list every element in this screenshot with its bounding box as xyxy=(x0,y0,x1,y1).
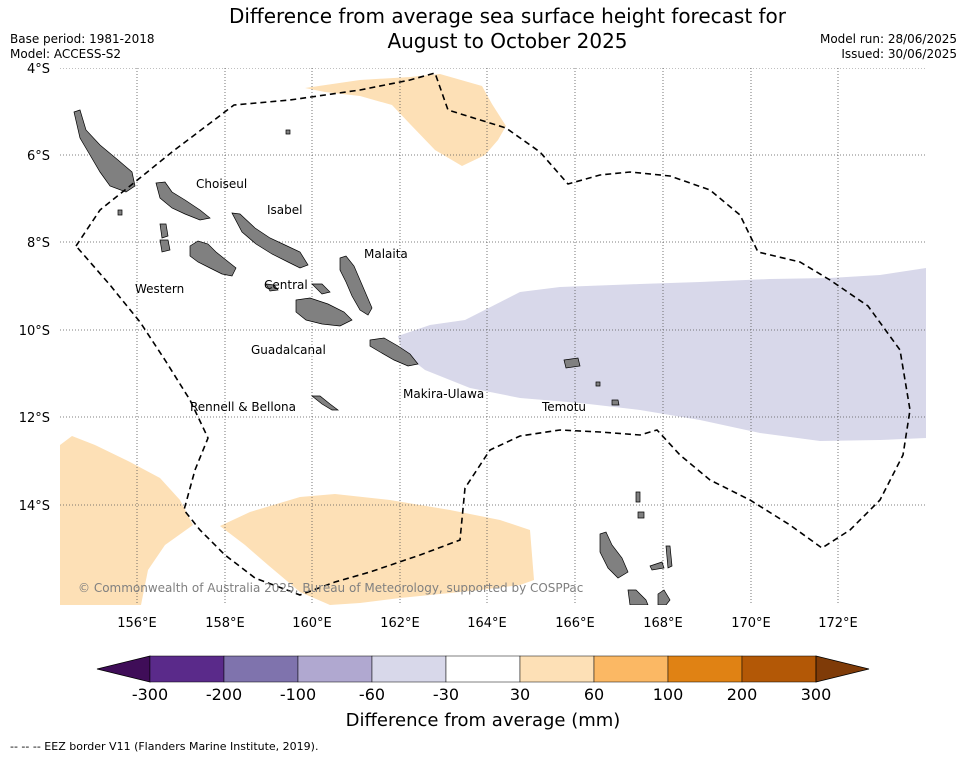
label-central: Central xyxy=(264,278,308,292)
colorbar: -300 -200 -100 -60 -30 30 60 100 200 300… xyxy=(96,655,870,731)
label-malaita: Malaita xyxy=(364,247,408,261)
island-vanuatu-east xyxy=(665,545,673,569)
island-utupua xyxy=(595,381,601,387)
island-vanuatu-mid xyxy=(649,561,665,571)
model-info: Base period: 1981-2018 Model: ACCESS-S2 xyxy=(10,32,155,62)
island-guadalcanal xyxy=(295,297,353,327)
island-ontong-java xyxy=(285,129,291,135)
colorbar-segment xyxy=(667,655,743,683)
label-western: Western xyxy=(135,282,184,296)
label-makira-ulawa: Makira-Ulawa xyxy=(403,387,484,401)
colorbar-ticks: -300 -200 -100 -60 -30 30 60 100 200 300 xyxy=(132,685,831,704)
colorbar-extend-low xyxy=(96,655,151,683)
lon-label: 168°E xyxy=(643,616,683,631)
copyright-credit: © Commonwealth of Australia 2025, Bureau… xyxy=(78,581,583,595)
title-line-1: Difference from average sea surface heig… xyxy=(228,4,787,28)
island-espiritu-santo xyxy=(599,531,629,579)
lat-label: 4°S xyxy=(27,62,50,77)
colorbar-tick: 200 xyxy=(727,685,758,704)
map-area xyxy=(60,68,926,605)
lat-label: 8°S xyxy=(27,236,50,251)
model-name: Model: ACCESS-S2 xyxy=(10,47,122,61)
island-banks xyxy=(637,511,645,519)
lat-label: 12°S xyxy=(19,411,50,426)
map-title: Difference from average sea surface heig… xyxy=(200,4,815,54)
colorbar-tick: -60 xyxy=(359,685,385,704)
colorbar-tick: 30 xyxy=(510,685,530,704)
colorbar-tick: -200 xyxy=(206,685,242,704)
label-isabel: Isabel xyxy=(267,203,302,217)
island-choiseul xyxy=(73,109,136,193)
island-isabel xyxy=(231,212,309,269)
island-nendo xyxy=(563,357,581,369)
label-guadalcanal: Guadalcanal xyxy=(251,343,326,357)
label-rennell-bellona: Rennell & Bellona xyxy=(190,400,296,414)
positive-anomaly-south xyxy=(220,494,534,605)
island-new-georgia xyxy=(189,240,237,277)
issued-date: Issued: 30/06/2025 xyxy=(841,47,957,61)
island-vanuatu-south xyxy=(657,589,671,605)
colorbar-segment xyxy=(741,655,817,683)
positive-anomaly-southwest xyxy=(60,436,193,605)
lon-label: 156°E xyxy=(117,616,157,631)
run-info: Model run: 28/06/2025 Issued: 30/06/2025 xyxy=(820,32,957,62)
lat-label: 14°S xyxy=(19,499,50,514)
lon-label: 158°E xyxy=(205,616,245,631)
model-run: Model run: 28/06/2025 xyxy=(819,32,957,46)
label-temotu: Temotu xyxy=(541,400,586,414)
eez-legend-note: -- -- -- EEZ border V11 (Flanders Marine… xyxy=(10,740,319,753)
colorbar-segment xyxy=(297,655,373,683)
island-savo xyxy=(265,283,279,292)
island-malakula xyxy=(627,589,649,605)
lon-label: 162°E xyxy=(380,616,420,631)
lon-label: 160°E xyxy=(292,616,332,631)
colorbar-tick: -100 xyxy=(280,685,316,704)
province-labels: Choiseul Isabel Malaita Western Central … xyxy=(135,177,586,414)
colorbar-tick: -30 xyxy=(433,685,459,704)
base-period: Base period: 1981-2018 xyxy=(10,32,155,46)
islands xyxy=(73,109,673,605)
colorbar-tick: 300 xyxy=(801,685,832,704)
colorbar-segment xyxy=(223,655,299,683)
colorbar-extend-high xyxy=(815,655,870,683)
longitude-labels: 156°E 158°E 160°E 162°E 164°E 166°E 168°… xyxy=(117,616,858,631)
label-choiseul: Choiseul xyxy=(196,177,247,191)
lon-label: 170°E xyxy=(731,616,771,631)
lat-label: 6°S xyxy=(27,149,50,164)
island-vella-lavella xyxy=(159,223,169,239)
negative-anomaly-band xyxy=(398,268,926,441)
title-line-2: August to October 2025 xyxy=(387,29,628,53)
colorbar-segment xyxy=(371,655,447,683)
island-makira xyxy=(369,337,419,367)
lat-label: 10°S xyxy=(19,324,50,339)
colorbar-segment xyxy=(445,655,521,683)
island-rennell xyxy=(311,395,340,411)
island-torres xyxy=(635,491,641,503)
island-western-north xyxy=(155,181,211,221)
colorbar-title: Difference from average (mm) xyxy=(346,710,621,731)
colorbar-tick: -300 xyxy=(132,685,168,704)
colorbar-segment xyxy=(593,655,669,683)
island-shortland xyxy=(117,209,123,216)
island-florida xyxy=(311,283,331,295)
colorbar-tick: 100 xyxy=(653,685,684,704)
positive-anomaly-north xyxy=(305,74,506,166)
colorbar-segment xyxy=(149,655,225,683)
colorbar-tick: 60 xyxy=(584,685,604,704)
lon-label: 172°E xyxy=(818,616,858,631)
island-vanikoro xyxy=(611,399,620,406)
colorbar-segment xyxy=(519,655,595,683)
latitude-labels: 4°S 6°S 8°S 10°S 12°S 14°S xyxy=(19,62,50,514)
lon-label: 166°E xyxy=(555,616,595,631)
graticule xyxy=(60,68,926,605)
island-kolombangara xyxy=(159,239,171,253)
lon-label: 164°E xyxy=(467,616,507,631)
island-malaita xyxy=(339,255,373,316)
